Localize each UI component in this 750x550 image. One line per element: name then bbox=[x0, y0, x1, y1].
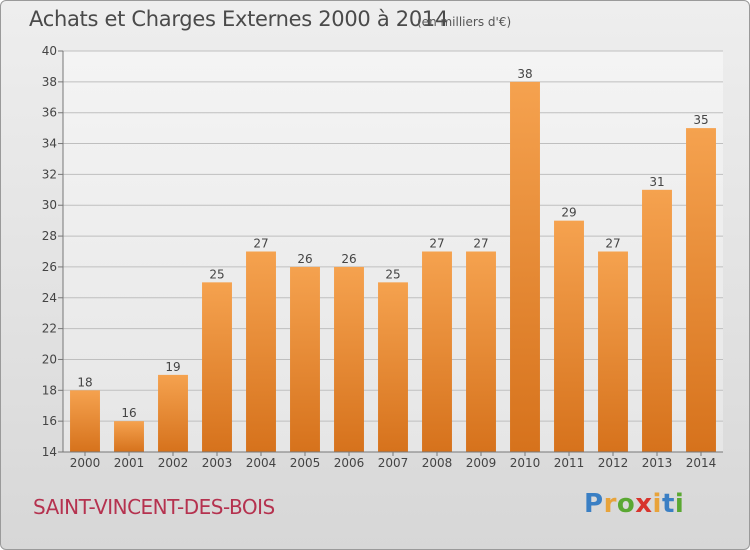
bar-2009 bbox=[466, 251, 496, 452]
logo-letter: r bbox=[603, 489, 617, 519]
axes: 14 16 18 20 22 24 26 28 30 32 34 36 38 40 2000 2001 2002… bbox=[42, 44, 723, 470]
bar-2002 bbox=[158, 374, 188, 452]
data-label-2000: 18 bbox=[77, 375, 92, 389]
bar-2014 bbox=[686, 128, 716, 452]
data-label-2014: 35 bbox=[693, 113, 708, 127]
y-tick-label: 40 bbox=[42, 44, 57, 58]
data-label-2004: 27 bbox=[253, 237, 268, 251]
x-tick-label: 2000 bbox=[70, 456, 101, 470]
chart-title: Achats et Charges Externes 2000 à 2014 bbox=[29, 7, 449, 31]
logo-letter: x bbox=[635, 489, 653, 519]
bar-2008 bbox=[422, 251, 452, 452]
data-label-2009: 27 bbox=[473, 237, 488, 251]
x-tick-label: 2013 bbox=[642, 456, 673, 470]
bar-2010 bbox=[510, 81, 540, 452]
y-tick-label: 28 bbox=[42, 229, 57, 243]
bar-2001 bbox=[114, 421, 144, 452]
data-label-2011: 29 bbox=[561, 206, 576, 220]
x-tick-label: 2003 bbox=[202, 456, 233, 470]
bar-2006 bbox=[334, 266, 364, 452]
y-tick-label: 18 bbox=[42, 383, 57, 397]
x-tick-label: 2014 bbox=[686, 456, 717, 470]
x-tick-label: 2002 bbox=[158, 456, 189, 470]
y-tick-label: 24 bbox=[42, 291, 57, 305]
logo-letter: i bbox=[674, 489, 685, 519]
data-labels: 18 16 19 25 27 26 26 25 27 27 38 29 27 31 35 bbox=[77, 67, 708, 420]
x-tick-label: 2009 bbox=[466, 456, 497, 470]
y-tick-label: 14 bbox=[42, 445, 57, 459]
x-tick-label: 2012 bbox=[598, 456, 629, 470]
bar-2007 bbox=[378, 282, 408, 452]
proxiti-logo: Proxiti bbox=[584, 489, 684, 519]
data-label-2012: 27 bbox=[605, 237, 620, 251]
x-tick-label: 2004 bbox=[246, 456, 277, 470]
bar-2003 bbox=[202, 282, 232, 452]
data-label-2001: 16 bbox=[121, 406, 136, 420]
y-tick-label: 22 bbox=[42, 322, 57, 336]
bar-2000 bbox=[70, 390, 100, 452]
data-label-2005: 26 bbox=[297, 252, 312, 266]
data-label-2007: 25 bbox=[385, 267, 400, 281]
data-label-2013: 31 bbox=[649, 175, 664, 189]
x-tick-label: 2010 bbox=[510, 456, 541, 470]
data-label-2010: 38 bbox=[517, 67, 532, 81]
bar-2004 bbox=[246, 251, 276, 452]
logo-letter: i bbox=[652, 489, 662, 519]
x-tick-label: 2005 bbox=[290, 456, 321, 470]
bar-2011 bbox=[554, 220, 584, 452]
y-tick-label: 32 bbox=[42, 167, 57, 181]
y-tick-label: 30 bbox=[42, 198, 57, 212]
data-label-2003: 25 bbox=[209, 267, 224, 281]
x-tick-label: 2001 bbox=[114, 456, 145, 470]
bar-2005 bbox=[290, 266, 320, 452]
x-tick-label: 2011 bbox=[554, 456, 585, 470]
y-tick-label: 34 bbox=[42, 137, 57, 151]
data-label-2008: 27 bbox=[429, 237, 444, 251]
y-tick-label: 36 bbox=[42, 106, 57, 120]
bars bbox=[70, 81, 716, 453]
y-tick-label: 26 bbox=[42, 260, 57, 274]
data-label-2006: 26 bbox=[341, 252, 356, 266]
logo-letter: t bbox=[661, 489, 675, 519]
y-tick-label: 16 bbox=[42, 414, 57, 428]
x-tick-label: 2008 bbox=[422, 456, 453, 470]
bar-2013 bbox=[642, 189, 672, 453]
x-tick-label: 2007 bbox=[378, 456, 409, 470]
chart-subtitle: (en milliers d'€) bbox=[417, 15, 512, 29]
y-tick-label: 38 bbox=[42, 75, 57, 89]
bar-2012 bbox=[598, 251, 628, 452]
y-tick-label: 20 bbox=[42, 352, 57, 366]
x-tick-label: 2006 bbox=[334, 456, 365, 470]
place-name: SAINT-VINCENT-DES-BOIS bbox=[33, 495, 275, 519]
logo-letter: P bbox=[584, 489, 604, 519]
data-label-2002: 19 bbox=[165, 360, 180, 374]
logo-letter: o bbox=[616, 489, 636, 519]
